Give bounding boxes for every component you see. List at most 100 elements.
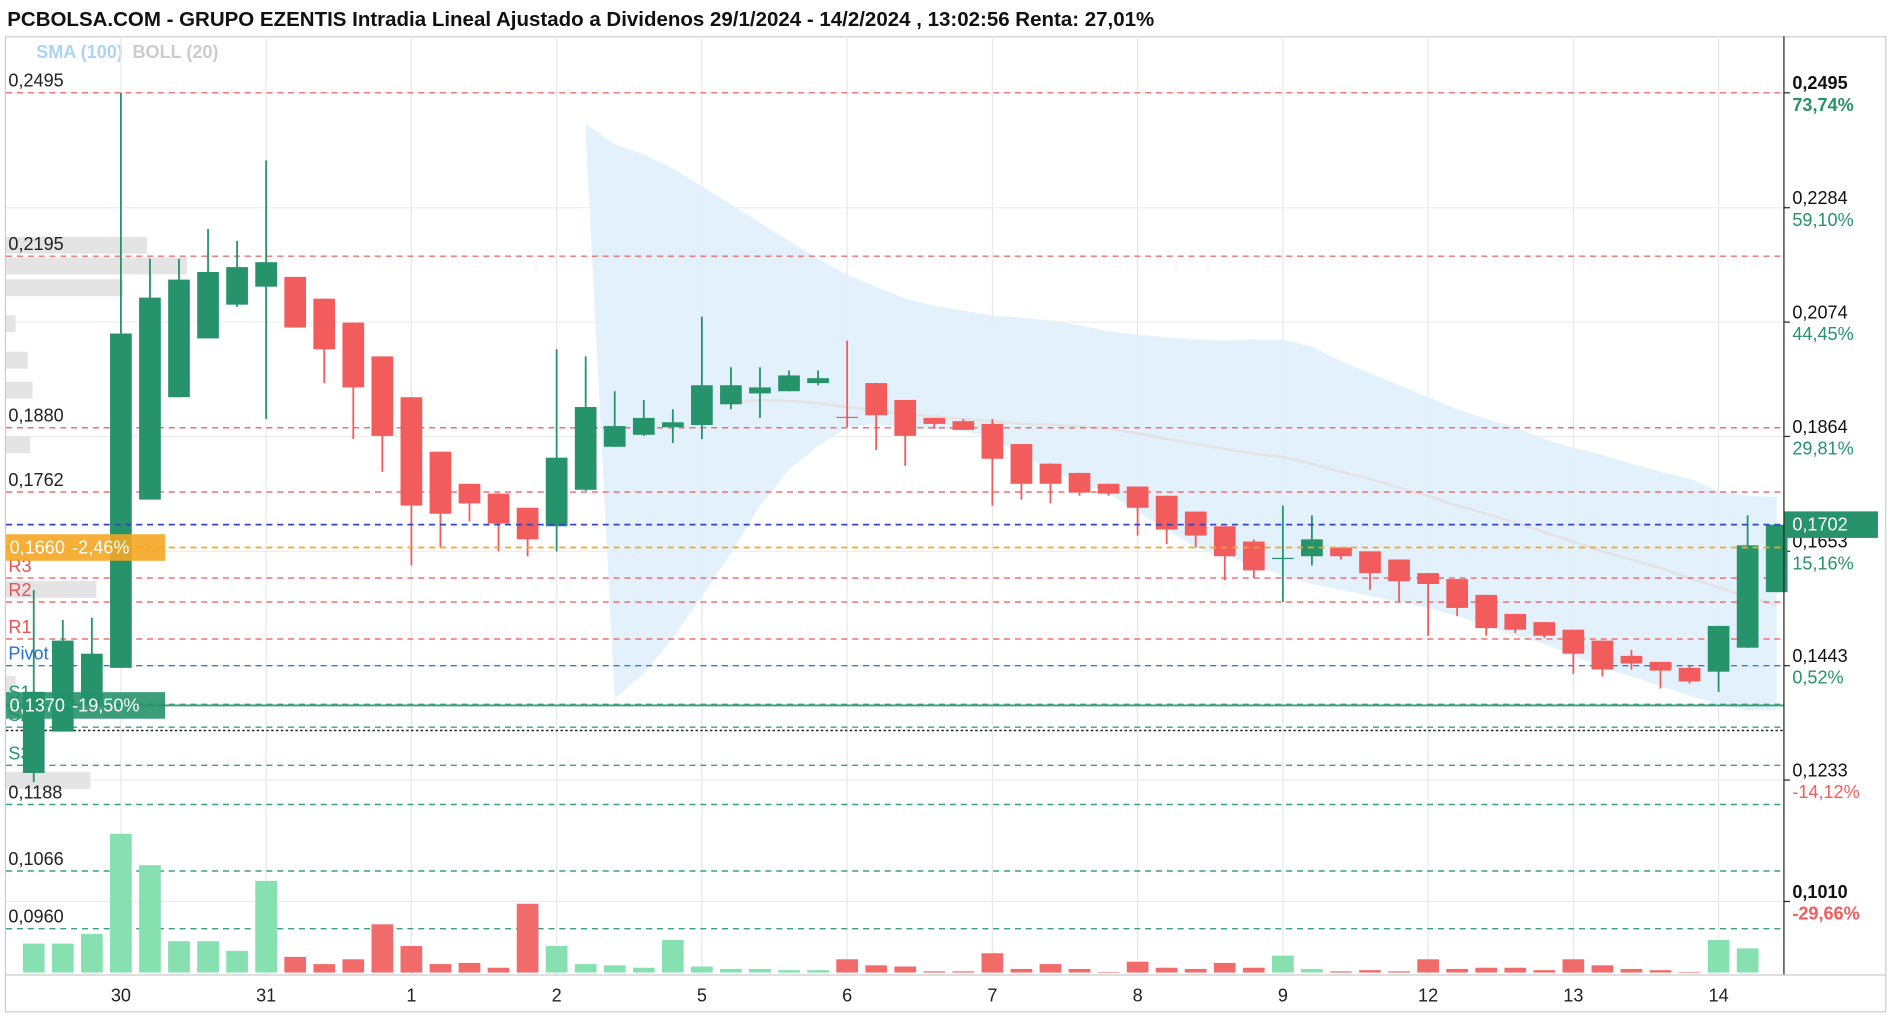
volume-bar [1591,965,1614,973]
x-tick-label: 31 [256,985,276,1005]
candle-body [429,451,452,514]
level-label: 0,1880 [8,406,63,426]
volume-bar [632,967,655,973]
candle-body [1272,557,1294,560]
candle-body [1155,495,1178,530]
candle-body [1446,579,1469,608]
volume-bar [226,950,248,973]
volume-profile-bar [6,381,33,399]
volume-bar [661,939,684,973]
volume-profile-bar [6,236,148,254]
volume-bar [1475,967,1498,973]
price-tag [6,692,166,719]
volume-bar [1446,968,1469,973]
level-label: R2 [8,580,31,600]
level-label: 0,1066 [8,849,63,869]
y-tick-label: 0,2074 [1792,302,1847,322]
candle-body [778,375,800,392]
y-tick-pct: 0,52% [1792,668,1843,688]
volume-bar [168,941,190,973]
volume-profile-bar [6,436,31,454]
volume-profile-bar [6,257,187,275]
y-tick-label: 0,1233 [1792,760,1847,780]
volume-bar [1330,971,1352,973]
candle-body [1649,661,1672,671]
volume-bar [1126,961,1149,973]
volume-bar [923,971,946,973]
candle-body [545,457,568,527]
volume-bar [807,970,829,973]
candle-body [226,267,248,305]
legend-entry: BOLL (20) [132,42,218,62]
volume-bar [1707,939,1730,973]
price-tag-label: 0,1702 [1792,515,1847,535]
volume-bar [1562,959,1585,973]
volume-bar [81,933,103,973]
volume-bar [110,833,132,973]
candle-body [1126,486,1149,508]
volume-bar [691,966,713,973]
candle-body [139,297,161,500]
candle-body [1213,526,1236,557]
candle-body [923,417,946,424]
level-label: 0,1188 [8,782,62,802]
candle-body [284,276,307,328]
volume-bar [1068,968,1091,973]
level-label: 0,0960 [8,907,63,927]
volume-bar [603,965,626,973]
volume-bar [516,903,539,973]
volume-bar [574,964,597,973]
candle-body [342,322,365,388]
candle-body [110,333,132,668]
volume-bar [1097,971,1120,973]
candle-body [1736,545,1759,648]
price-tag-pct: -19,50% [72,695,139,715]
candle-body [1330,547,1352,557]
candle-body [168,279,190,398]
candle-body [981,423,1004,459]
candle-body [81,653,103,705]
volume-bar [197,941,219,973]
candle-body [1533,622,1556,636]
candle-body [1010,444,1033,484]
candle-body [1707,625,1730,672]
volume-bar [1039,964,1062,973]
volume-bar [952,971,975,973]
x-tick-label: 1 [406,985,416,1005]
volume-bar [720,968,742,973]
volume-bar [1504,967,1527,973]
y-tick-pct: 44,45% [1792,324,1853,344]
candle-body [1184,511,1207,536]
candle-body [865,383,888,416]
candle-body [603,426,626,447]
volume-bar [313,964,336,973]
level-label: Pivot [8,644,48,664]
candle-body [632,417,655,435]
level-label: 0,2495 [8,71,63,91]
legend-entry: SMA (100) [36,42,123,62]
volume-bar [255,880,277,973]
volume-bar [51,943,74,973]
candle-body [894,399,917,436]
chart-title: PCBOLSA.COM - GRUPO EZENTIS Intradia Lin… [7,8,1154,31]
volume-bar [458,962,481,973]
y-tick-pct: 73,74% [1792,95,1853,115]
candle-body [255,262,277,287]
candle-body [720,385,742,405]
volume-bar [778,970,800,973]
x-tick-label: 6 [842,985,852,1005]
x-tick-label: 13 [1563,985,1583,1005]
candle-body [574,407,597,490]
price-tag [1783,511,1878,538]
volume-profile-bar [6,772,91,790]
volume-profile-bar [6,580,97,598]
y-tick-label: 0,1864 [1792,417,1847,437]
volume-bar [1155,967,1178,973]
volume-bar [1010,968,1033,973]
volume-bar [1213,962,1236,973]
bollinger-band [585,123,1777,711]
candle-body [1678,667,1701,682]
candle-body [1388,559,1410,582]
volume-bar [865,965,888,973]
x-tick-label: 9 [1278,985,1288,1005]
